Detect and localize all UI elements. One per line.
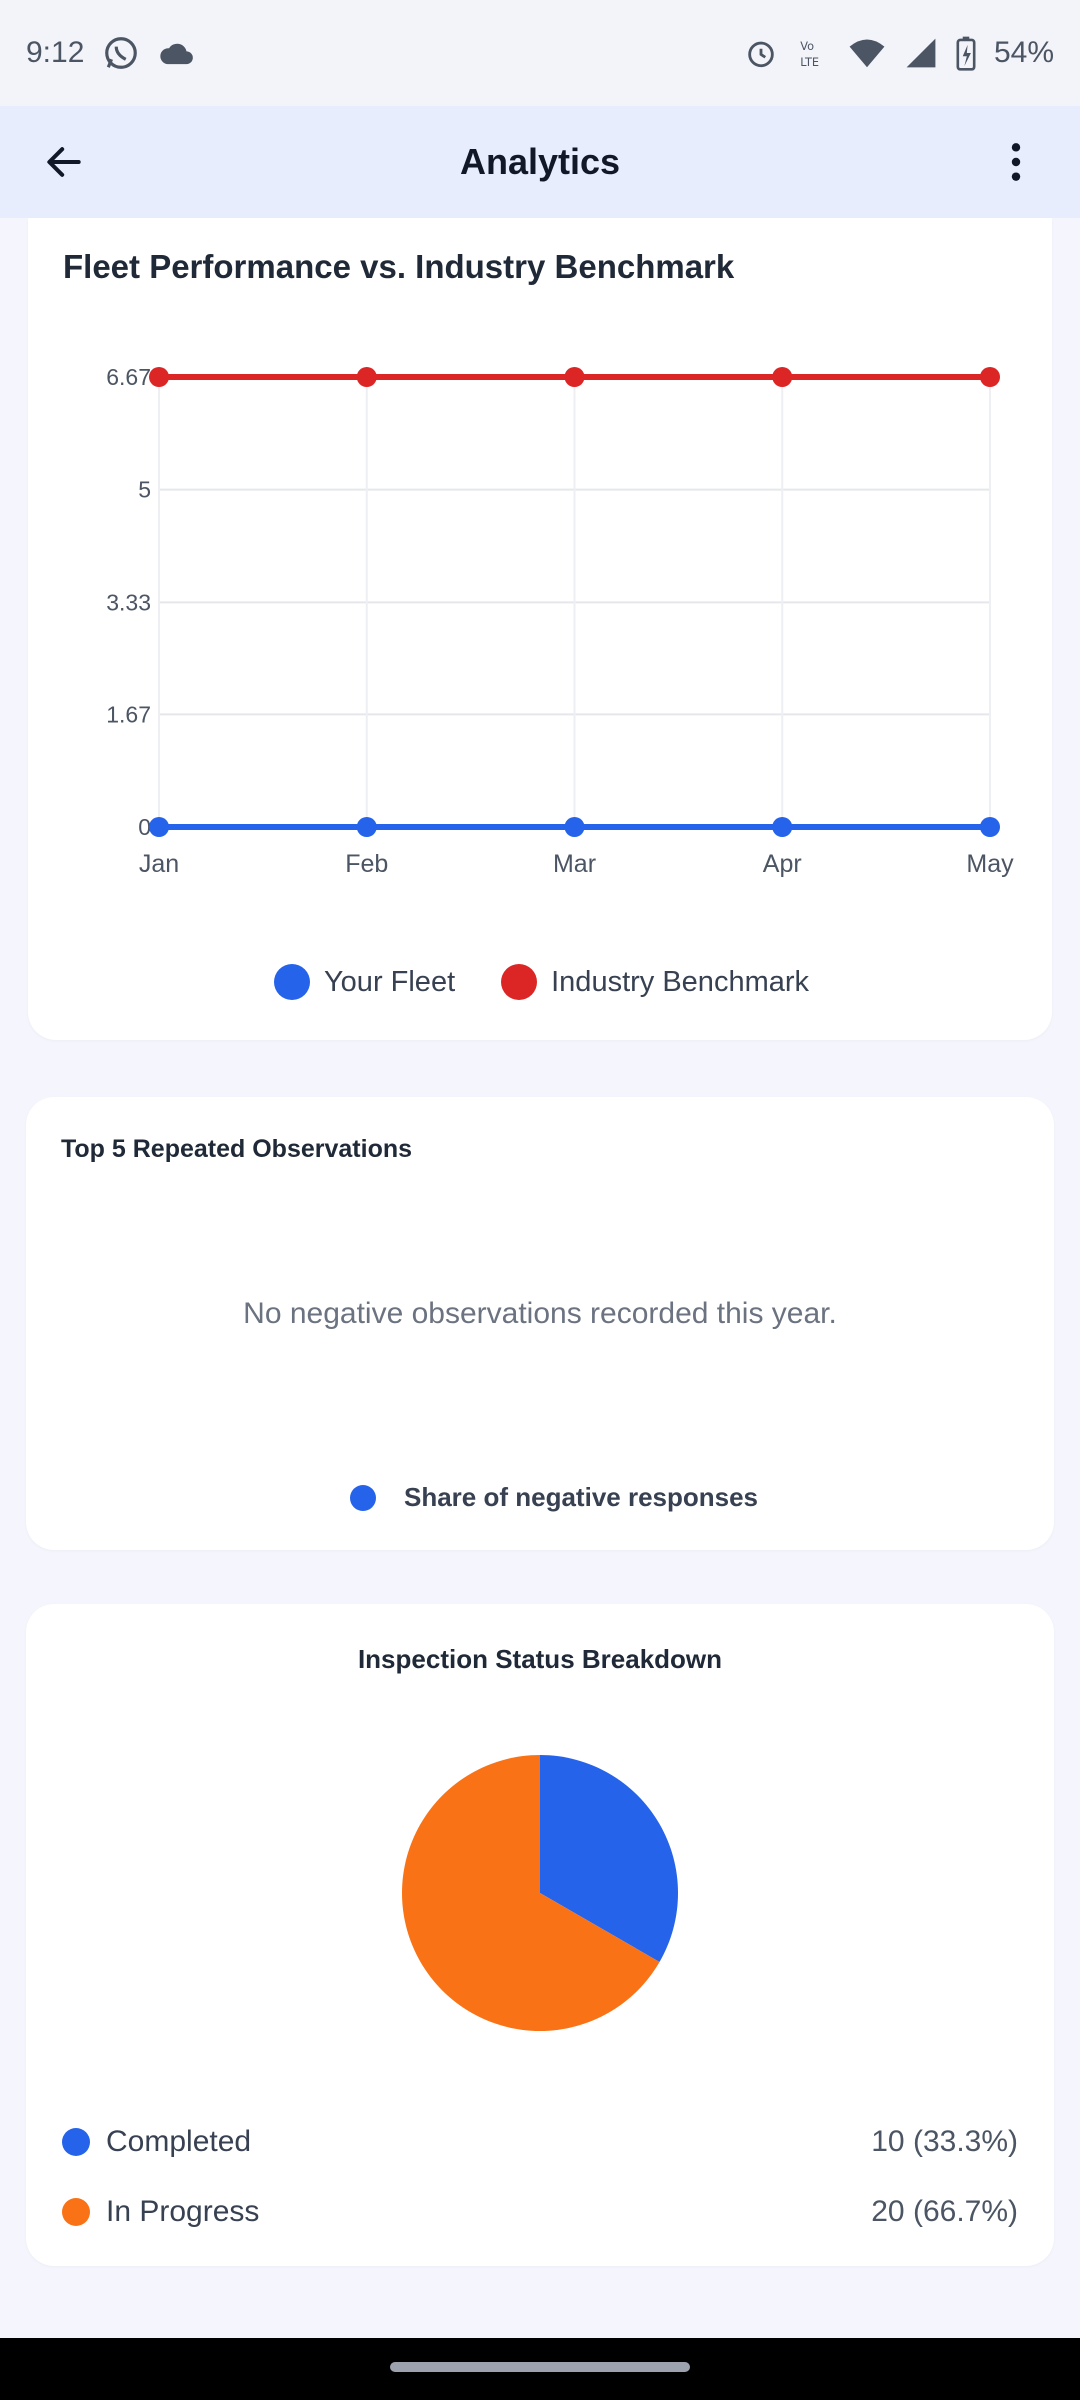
data-point-your-fleet <box>356 817 377 837</box>
x-tick-label: May <box>966 850 1014 878</box>
data-point-industry-benchmark <box>564 367 585 387</box>
battery-icon <box>956 35 976 71</box>
battery-percent: 54% <box>993 36 1054 69</box>
status-time: 9:12 <box>26 36 85 69</box>
x-tick-label: Apr <box>763 850 802 878</box>
whatsapp-icon <box>102 34 140 72</box>
y-tick-label: 5 <box>138 477 151 503</box>
legend-label-negative-share: Share of negative responses <box>404 1482 759 1512</box>
pie-slice-completed <box>540 1755 678 1962</box>
x-tick-label: Feb <box>345 850 388 878</box>
data-point-industry-benchmark <box>356 367 377 387</box>
alarm-icon <box>744 36 778 70</box>
status-bar: 9:12 Vo LTE 54% <box>0 0 1080 106</box>
home-gesture-handle[interactable] <box>390 2362 690 2372</box>
data-point-your-fleet <box>564 817 585 837</box>
status-value-completed: 10 (33.3%) <box>871 2125 1018 2158</box>
cloud-icon <box>158 38 196 68</box>
status-dot-completed <box>62 2128 90 2156</box>
more-vert-icon <box>1011 143 1021 181</box>
legend-dot-your-fleet <box>274 964 310 1000</box>
signal-icon <box>904 37 938 69</box>
data-point-industry-benchmark <box>772 367 793 387</box>
volte-icon: Vo LTE <box>796 36 830 70</box>
x-tick-label: Jan <box>139 850 179 878</box>
data-point-industry-benchmark <box>980 367 1000 387</box>
status-value-in-progress: 20 (66.7%) <box>871 2195 1018 2228</box>
svg-text:Vo: Vo <box>800 39 814 53</box>
fleet-performance-chart: 0 1.67 3.33 5 6.67 Jan Feb Mar Apr May <box>106 364 1014 878</box>
svg-text:LTE: LTE <box>800 55 819 69</box>
inspection-status-card: Inspection Status Breakdown Completed 10… <box>26 1604 1054 2266</box>
back-button[interactable] <box>36 134 92 190</box>
legend-label-your-fleet: Your Fleet <box>324 965 456 998</box>
wifi-icon <box>848 37 886 69</box>
status-row-completed: Completed 10 (33.3%) <box>62 2117 1018 2167</box>
inspection-pie-chart <box>402 1755 678 2031</box>
y-tick-label: 1.67 <box>106 701 151 727</box>
status-row-in-progress: In Progress 20 (66.7%) <box>62 2187 1018 2237</box>
x-tick-label: Mar <box>553 850 596 878</box>
fleet-legend: Your Fleet Industry Benchmark <box>274 964 809 1000</box>
observations-title: Top 5 Repeated Observations <box>61 1135 413 1163</box>
data-point-your-fleet <box>980 817 1000 837</box>
status-label-in-progress: In Progress <box>106 2195 260 2228</box>
app-bar: Analytics <box>0 106 1080 218</box>
legend-dot-industry-benchmark <box>501 964 538 1000</box>
page-title: Analytics <box>459 141 621 182</box>
status-dot-in-progress <box>62 2198 90 2226</box>
empty-state-message: No negative observations recorded this y… <box>243 1297 837 1330</box>
more-options-button[interactable] <box>988 134 1044 190</box>
inspection-status-title: Inspection Status Breakdown <box>357 1644 723 1674</box>
y-tick-label: 3.33 <box>106 589 151 615</box>
legend-label-industry-benchmark: Industry Benchmark <box>551 965 810 998</box>
fleet-performance-card: Fleet Performance vs. Industry Benchmark… <box>28 218 1052 1040</box>
data-point-your-fleet <box>149 817 169 837</box>
observations-card: Top 5 Repeated Observations No negative … <box>26 1097 1054 1550</box>
data-point-industry-benchmark <box>149 367 169 387</box>
observations-legend: Share of negative responses <box>350 1482 758 1513</box>
data-point-your-fleet <box>772 817 793 837</box>
y-tick-label: 6.67 <box>106 364 151 390</box>
fleet-performance-title: Fleet Performance vs. Industry Benchmark <box>63 248 735 285</box>
pie-slice-in-progress <box>402 1755 660 2031</box>
arrow-left-icon <box>47 147 81 177</box>
y-tick-label: 0 <box>138 814 151 840</box>
status-label-completed: Completed <box>106 2125 252 2158</box>
legend-dot-negative-share <box>350 1484 376 1511</box>
